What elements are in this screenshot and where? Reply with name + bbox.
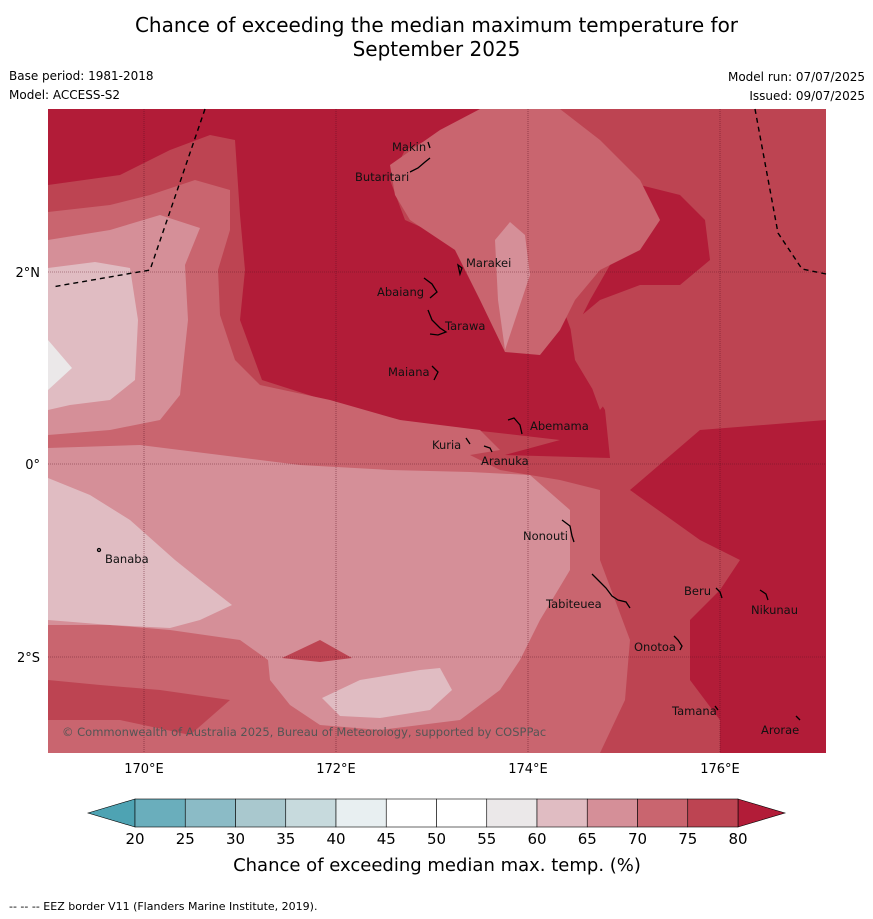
colorbar-swatch	[586, 798, 638, 828]
place-kuria: Kuria	[432, 438, 461, 452]
colorbar-swatch	[385, 798, 437, 828]
colorbar-swatch	[536, 798, 588, 828]
colorbar-tick-label: 30	[226, 830, 245, 848]
place-maiana: Maiana	[388, 365, 430, 379]
colorbar-swatch	[235, 798, 287, 828]
colorbar-over-arrow	[737, 798, 787, 828]
place-tabiteuea: Tabiteuea	[545, 597, 602, 611]
place-butaritari: Butaritari	[355, 170, 409, 184]
place-nikunau: Nikunau	[751, 603, 798, 617]
map-title-line-1: Chance of exceeding the median maximum t…	[134, 13, 739, 37]
colorbar-tick-label: 65	[578, 830, 597, 848]
colorbar-swatch	[436, 798, 488, 828]
field-60-65-east	[495, 222, 530, 350]
lon-label-170e: 170°E	[124, 762, 164, 777]
place-tarawa: Tarawa	[444, 319, 485, 333]
colorbar-swatch	[184, 798, 236, 828]
place-makin: Makin	[392, 140, 426, 154]
lat-label-2n: 2°N	[16, 266, 41, 281]
eez-borders	[51, 108, 827, 288]
place-banaba: Banaba	[105, 552, 149, 566]
colorbar-tick-label: 20	[125, 830, 144, 848]
place-beru: Beru	[684, 584, 711, 598]
lon-label-176e: 176°E	[700, 762, 740, 777]
place-abemama: Abemama	[530, 419, 589, 433]
colorbar-tick-label: 55	[477, 830, 496, 848]
colorbar-tick-label: 75	[678, 830, 697, 848]
colorbar-tick-label: 45	[377, 830, 396, 848]
colorbar-tick-label: 50	[427, 830, 446, 848]
latitude-labels: 2°N 0° 2°S	[16, 266, 41, 666]
field-55-60-south	[48, 478, 232, 628]
field-50-55	[48, 340, 72, 390]
model-run-text: Model run: 07/07/2025	[727, 70, 865, 84]
graticule	[48, 109, 826, 753]
colorbar-swatch	[285, 798, 337, 828]
longitude-labels: 170°E 172°E 174°E 176°E	[124, 762, 740, 777]
lon-label-174e: 174°E	[508, 762, 548, 777]
field-60-65-south	[48, 445, 570, 730]
lat-label-2s: 2°S	[17, 651, 40, 666]
colorbar-tick-label: 60	[527, 830, 546, 848]
model-text: Model: ACCESS-S2	[9, 88, 121, 102]
place-nonouti: Nonouti	[523, 529, 568, 543]
lon-label-172e: 172°E	[316, 762, 356, 777]
probability-fields	[48, 109, 826, 753]
issued-text: Issued: 09/07/2025	[749, 89, 865, 103]
place-marakei: Marakei	[466, 256, 511, 270]
colorbar-title: Chance of exceeding median max. temp. (%…	[233, 855, 641, 876]
colorbar-tick-label: 80	[728, 830, 747, 848]
field-55-60-spot	[322, 668, 452, 718]
colorbar-tick-label: 35	[276, 830, 295, 848]
colorbar-tick-label: 40	[326, 830, 345, 848]
field-60-65-spot	[282, 640, 352, 662]
colorbar-tick-label: 70	[628, 830, 647, 848]
colorbar-swatch	[335, 798, 387, 828]
colorbar: 20 25 30 35 40 45 50 55 60 65 70 75 80 Chance of exc…	[86, 798, 787, 876]
base-period-text: Base period: 1981-2018	[9, 69, 154, 83]
colorbar-tick-label: 25	[176, 830, 195, 848]
colorbar-under-arrow	[86, 798, 136, 828]
field-65-70-north	[390, 109, 660, 355]
place-arorae: Arorae	[761, 723, 799, 737]
lat-label-0: 0°	[25, 458, 40, 473]
place-abaiang: Abaiang	[377, 285, 424, 299]
map-title-line-2: September 2025	[352, 37, 521, 61]
colorbar-swatch	[486, 798, 538, 828]
island-outlines	[96, 141, 801, 721]
place-tamana: Tamana	[671, 704, 717, 718]
field-55-60	[48, 262, 138, 410]
colorbar-swatch	[637, 798, 689, 828]
colorbar-swatch	[134, 798, 186, 828]
eez-footer-note: -- -- -- EEZ border V11 (Flanders Marine…	[9, 900, 318, 913]
place-onotoa: Onotoa	[634, 640, 676, 654]
place-labels: Makin Butaritari Marakei Abaiang Tarawa …	[105, 140, 799, 737]
place-aranuka: Aranuka	[481, 454, 529, 468]
colorbar-swatch	[687, 798, 739, 828]
copyright-text: © Commonwealth of Australia 2025, Bureau…	[62, 725, 546, 739]
